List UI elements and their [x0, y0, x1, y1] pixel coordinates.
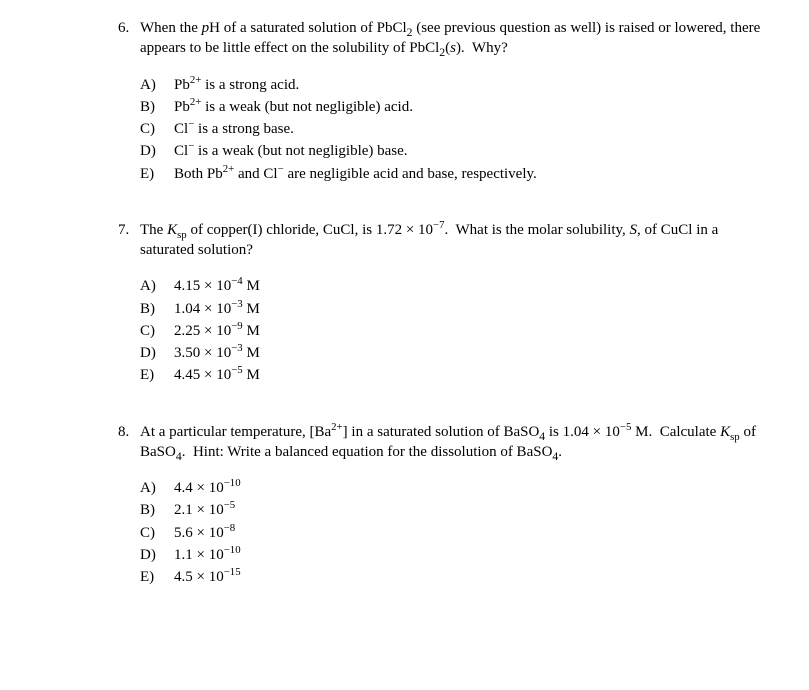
option-text: 4.5 × 10−15 [174, 567, 769, 587]
option-b: B) Pb2+ is a weak (but not negligible) a… [140, 97, 769, 117]
option-text: Pb2+ is a weak (but not negligible) acid… [174, 97, 769, 117]
question-number: 8. [118, 422, 140, 463]
option-text: Both Pb2+ and Cl− are negligible acid an… [174, 164, 769, 184]
option-text: 3.50 × 10−3 M [174, 343, 769, 363]
question-number: 6. [118, 18, 140, 59]
option-e: E) Both Pb2+ and Cl− are negligible acid… [140, 164, 769, 184]
option-letter: B) [140, 500, 174, 520]
option-c: C) Cl− is a strong base. [140, 119, 769, 139]
question-stem: 8. At a particular temperature, [Ba2+] i… [118, 422, 769, 463]
option-letter: A) [140, 478, 174, 498]
option-text: 5.6 × 10−8 [174, 523, 769, 543]
option-text: 1.1 × 10−10 [174, 545, 769, 565]
option-a: A) 4.15 × 10−4 M [140, 276, 769, 296]
option-text: 1.04 × 10−3 M [174, 299, 769, 319]
option-text: Cl− is a weak (but not negligible) base. [174, 141, 769, 161]
option-e: E) 4.45 × 10−5 M [140, 365, 769, 385]
option-b: B) 1.04 × 10−3 M [140, 299, 769, 319]
option-b: B) 2.1 × 10−5 [140, 500, 769, 520]
option-letter: C) [140, 119, 174, 139]
option-letter: C) [140, 523, 174, 543]
option-letter: D) [140, 545, 174, 565]
option-letter: C) [140, 321, 174, 341]
options-list: A) 4.4 × 10−10 B) 2.1 × 10−5 C) 5.6 × 10… [118, 478, 769, 587]
option-letter: E) [140, 567, 174, 587]
option-text: Cl− is a strong base. [174, 119, 769, 139]
option-text: 2.25 × 10−9 M [174, 321, 769, 341]
option-letter: E) [140, 365, 174, 385]
question-stem: 6. When the pH of a saturated solution o… [118, 18, 769, 59]
question-text: The Ksp of copper(I) chloride, CuCl, is … [140, 220, 769, 261]
option-letter: B) [140, 299, 174, 319]
option-d: D) Cl− is a weak (but not negligible) ba… [140, 141, 769, 161]
question-8: 8. At a particular temperature, [Ba2+] i… [118, 422, 769, 588]
option-text: 4.45 × 10−5 M [174, 365, 769, 385]
option-text: 4.15 × 10−4 M [174, 276, 769, 296]
question-stem: 7. The Ksp of copper(I) chloride, CuCl, … [118, 220, 769, 261]
option-a: A) Pb2+ is a strong acid. [140, 75, 769, 95]
option-letter: E) [140, 164, 174, 184]
option-e: E) 4.5 × 10−15 [140, 567, 769, 587]
option-letter: D) [140, 343, 174, 363]
option-d: D) 3.50 × 10−3 M [140, 343, 769, 363]
option-letter: A) [140, 75, 174, 95]
option-letter: A) [140, 276, 174, 296]
question-7: 7. The Ksp of copper(I) chloride, CuCl, … [118, 220, 769, 386]
page: 6. When the pH of a saturated solution o… [0, 0, 809, 587]
option-letter: B) [140, 97, 174, 117]
option-c: C) 5.6 × 10−8 [140, 523, 769, 543]
question-6: 6. When the pH of a saturated solution o… [118, 18, 769, 184]
option-text: 2.1 × 10−5 [174, 500, 769, 520]
option-letter: D) [140, 141, 174, 161]
question-text: When the pH of a saturated solution of P… [140, 18, 769, 59]
option-text: Pb2+ is a strong acid. [174, 75, 769, 95]
option-text: 4.4 × 10−10 [174, 478, 769, 498]
option-d: D) 1.1 × 10−10 [140, 545, 769, 565]
option-a: A) 4.4 × 10−10 [140, 478, 769, 498]
option-c: C) 2.25 × 10−9 M [140, 321, 769, 341]
options-list: A) Pb2+ is a strong acid. B) Pb2+ is a w… [118, 75, 769, 184]
question-text: At a particular temperature, [Ba2+] in a… [140, 422, 769, 463]
options-list: A) 4.15 × 10−4 M B) 1.04 × 10−3 M C) 2.2… [118, 276, 769, 385]
question-number: 7. [118, 220, 140, 261]
